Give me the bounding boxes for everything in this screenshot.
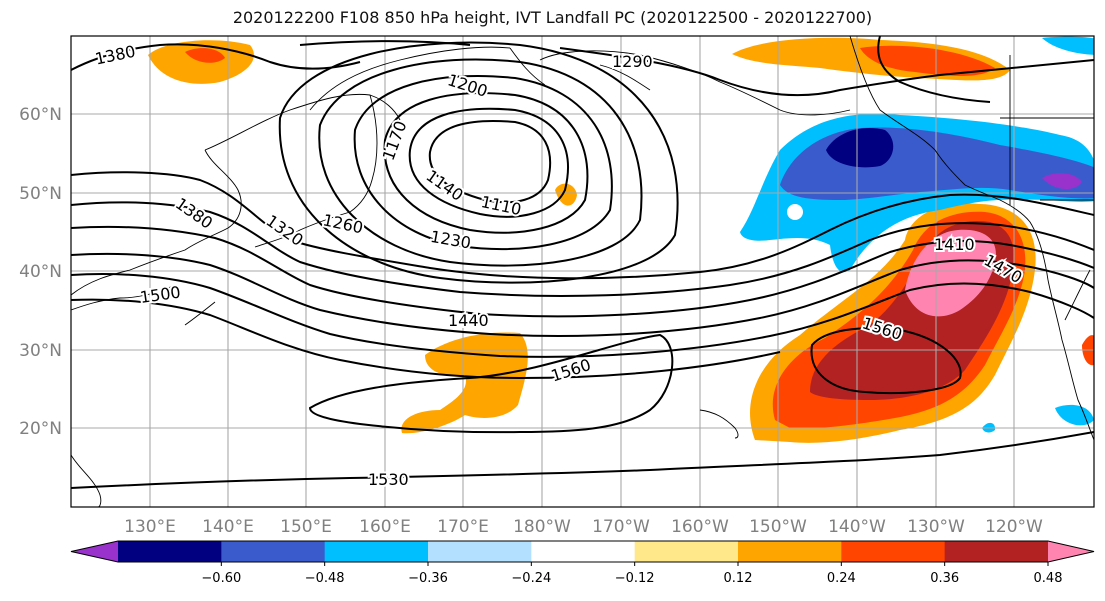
lon-label: 160°E [359, 517, 411, 537]
colorbar-segment [324, 541, 429, 562]
colorbar-tick-label: −0.24 [511, 571, 551, 586]
colorbar-segment [841, 541, 946, 562]
height-contours [71, 36, 1094, 489]
contour-label: 1380 [93, 42, 137, 69]
colorbar-segment [634, 541, 739, 562]
contour-label: 1500 [139, 282, 182, 306]
contour-label: 1230 [429, 227, 472, 253]
ivt-positive-anomaly [148, 37, 1094, 443]
lon-label: 130°E [124, 517, 176, 537]
colorbar-tick-label: −0.48 [305, 571, 345, 586]
lon-label: 160°W [671, 517, 729, 537]
colorbar-tick-label: −0.12 [615, 571, 655, 586]
map-frame [70, 35, 1095, 508]
colorbar-segment [944, 541, 1049, 562]
latitude-labels: 60°N 50°N 40°N 30°N 20°N [19, 105, 62, 439]
lon-label: 150°E [280, 517, 332, 537]
lon-label: 170°W [592, 517, 650, 537]
contour-label: 1380 [172, 194, 216, 233]
lat-label: 30°N [19, 341, 62, 361]
map-area: 1380 1290 1200 1170 1140 1110 1380 1320 … [71, 36, 1094, 507]
colorbar-extend-min [71, 541, 118, 562]
figure-title: 2020122200 F108 850 hPa height, IVT Land… [232, 8, 873, 27]
colorbar-segment [428, 541, 532, 562]
lat-label: 60°N [19, 105, 62, 125]
lon-label: 140°W [828, 517, 886, 537]
coastlines [71, 36, 1094, 507]
contour-label: 1530 [368, 470, 409, 489]
lon-label: 120°W [985, 517, 1043, 537]
colorbar-outline [70, 540, 1095, 563]
colorbar-tick-label: −0.60 [201, 571, 241, 586]
lon-label: 170°E [437, 517, 489, 537]
contour-label: 1440 [448, 311, 489, 330]
lon-label: 130°W [907, 517, 965, 537]
contour-label: 1260 [321, 210, 365, 237]
colorbar-tick-label: 0.48 [1034, 571, 1063, 586]
contour-label: 1410 [934, 235, 975, 254]
colorbar: −0.60 −0.48 −0.36 −0.24 −0.12 0.12 0.24 0.36 0.4… [70, 540, 1095, 586]
lat-label: 20°N [19, 419, 62, 439]
contour-label: 1200 [445, 70, 490, 101]
colorbar-tick-label: 0.12 [724, 571, 753, 586]
lat-label: 50°N [19, 184, 62, 204]
colorbar-segment [738, 541, 842, 562]
contour-label: 1290 [612, 52, 653, 71]
colorbar-segment [118, 541, 222, 562]
colorbar-tick-label: 0.24 [827, 571, 856, 586]
colorbar-segment [221, 541, 326, 562]
colorbar-segment [531, 541, 636, 562]
contour-label: 1140 [423, 166, 467, 205]
lon-label: 150°W [749, 517, 807, 537]
lon-label: 140°E [202, 517, 254, 537]
colorbar-tick-label: −0.36 [408, 571, 448, 586]
colorbar-extend-max [1048, 541, 1094, 562]
contour-label: 1170 [379, 118, 411, 163]
lat-label: 40°N [19, 262, 62, 282]
graticule [71, 36, 1094, 507]
colorbar-tick-label: 0.36 [930, 571, 959, 586]
lon-label: 180°W [513, 517, 571, 537]
longitude-labels: 130°E 140°E 150°E 160°E 170°E 180°W 170°… [124, 517, 1043, 537]
contour-label: 1560 [549, 355, 594, 386]
